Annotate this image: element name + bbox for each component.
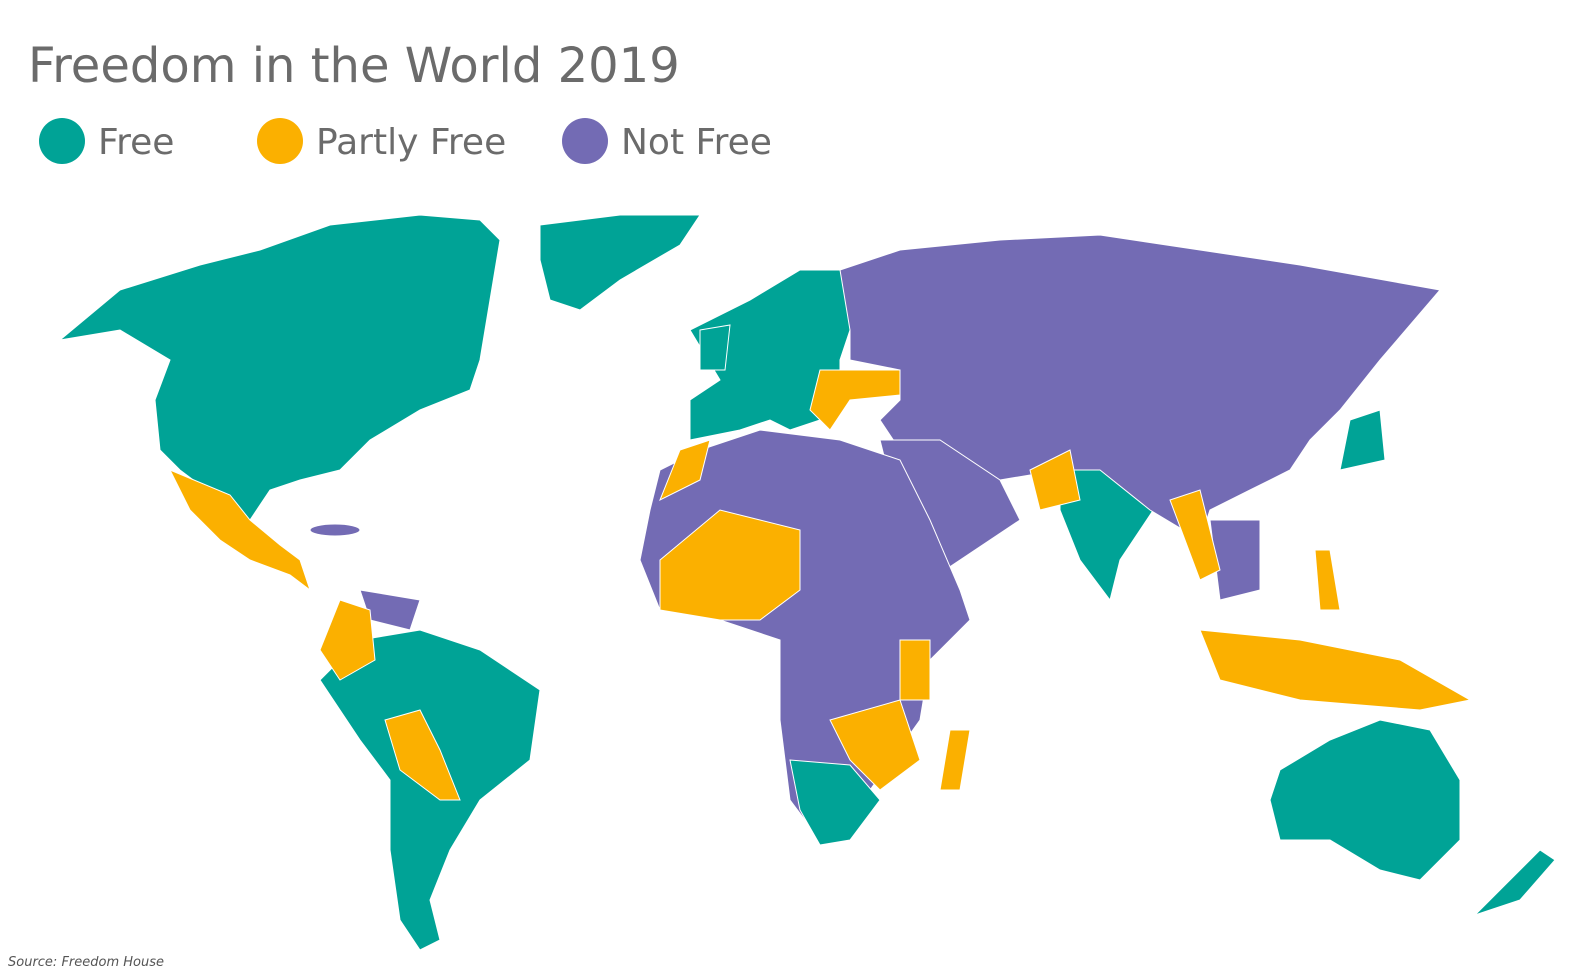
legend-label: Partly Free (316, 122, 506, 163)
japan (1339, 409, 1386, 471)
ukraine-balkans (809, 369, 901, 431)
southern-africa (789, 759, 881, 846)
greenland (539, 214, 701, 311)
mexico-central-america (168, 469, 311, 592)
indochina (1209, 519, 1261, 601)
title: Freedom in the World 2019 (28, 38, 680, 94)
legend-marker (39, 118, 85, 164)
sahel (659, 509, 801, 621)
madagascar (939, 729, 971, 791)
east-africa (899, 639, 931, 701)
indonesia (1199, 629, 1472, 711)
world-map (58, 214, 1556, 951)
bolivia-paraguay (384, 709, 461, 801)
myanmar (1169, 489, 1221, 581)
legend-marker (562, 118, 608, 164)
morocco (659, 439, 711, 502)
legend-marker (257, 118, 303, 164)
colombia (319, 599, 376, 681)
north-america (58, 214, 501, 521)
pakistan (1029, 449, 1081, 511)
legend-label: Free (98, 122, 174, 163)
uk (699, 324, 731, 371)
legend-label: Not Free (621, 122, 772, 163)
new-zealand (1474, 849, 1556, 916)
source: Source: Freedom House (8, 955, 164, 970)
philippines (1314, 549, 1341, 611)
legend: Free Partly Free Not Free (39, 118, 772, 164)
cuba (309, 523, 361, 537)
australia (1269, 719, 1461, 881)
southern-africa-partly (829, 699, 921, 791)
